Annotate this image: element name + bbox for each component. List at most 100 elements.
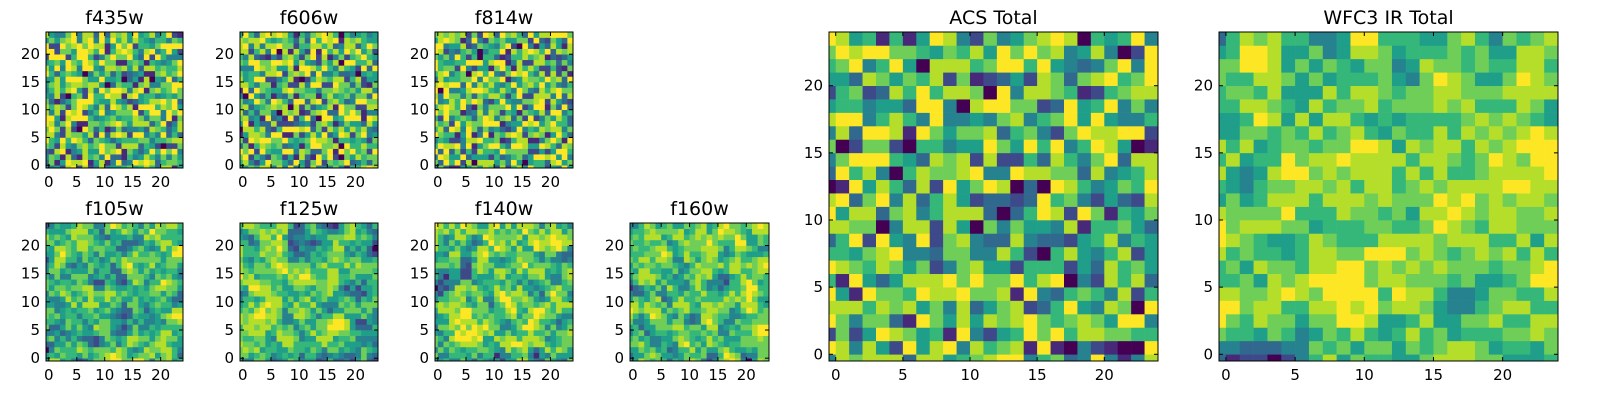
heatmap-cell bbox=[1064, 246, 1078, 261]
heatmap-cell bbox=[46, 87, 50, 94]
heatmap-cell bbox=[522, 341, 529, 348]
heatmap-cell bbox=[630, 223, 634, 229]
heatmap-cell bbox=[132, 98, 139, 105]
heatmap-cell bbox=[443, 159, 450, 166]
heatmap-cell bbox=[751, 239, 758, 246]
heatmap-cell bbox=[550, 273, 557, 280]
heatmap-cell bbox=[712, 318, 719, 325]
heatmap-cell bbox=[59, 126, 66, 133]
heatmap-cell bbox=[293, 120, 300, 127]
heatmap-cell bbox=[104, 358, 111, 362]
heatmap-cell bbox=[638, 268, 645, 274]
heatmap-cell bbox=[87, 70, 94, 77]
heatmap-cell bbox=[700, 307, 707, 314]
heatmap-cell bbox=[242, 239, 249, 246]
heatmap-cell bbox=[93, 159, 100, 166]
heatmap-cell bbox=[93, 54, 100, 61]
heatmap-cell bbox=[121, 330, 128, 336]
heatmap-cell bbox=[561, 104, 568, 111]
heatmap-cell bbox=[889, 179, 904, 194]
heatmap-cell bbox=[115, 148, 122, 155]
heatmap-cell bbox=[242, 137, 249, 144]
heatmap-cell bbox=[242, 120, 249, 127]
heatmap-cell bbox=[240, 313, 244, 320]
heatmap-cell bbox=[465, 223, 472, 229]
heatmap-cell bbox=[259, 234, 266, 241]
heatmap-cell bbox=[338, 262, 345, 269]
heatmap-cell bbox=[849, 314, 863, 328]
x-tick-label: 20 bbox=[151, 173, 170, 191]
heatmap-cell bbox=[666, 346, 673, 353]
heatmap-cell bbox=[499, 251, 506, 258]
heatmap-cell bbox=[87, 251, 94, 258]
heatmap-cell bbox=[240, 324, 244, 331]
heatmap-cell bbox=[740, 290, 747, 297]
heatmap-cell bbox=[332, 307, 339, 314]
heatmap-cell bbox=[282, 87, 289, 94]
heatmap-cell bbox=[454, 245, 461, 252]
heatmap-cell bbox=[449, 313, 456, 320]
heatmap-cell bbox=[321, 131, 328, 138]
heatmap-cell bbox=[127, 59, 133, 66]
heatmap-cell bbox=[349, 223, 356, 229]
heatmap-cell bbox=[344, 318, 351, 325]
heatmap-cell bbox=[666, 313, 673, 320]
heatmap-cell bbox=[539, 318, 546, 325]
heatmap-cell bbox=[1077, 246, 1092, 261]
heatmap-cell bbox=[522, 154, 529, 160]
heatmap-cell bbox=[695, 346, 702, 353]
heatmap-cell bbox=[366, 70, 373, 77]
heatmap-cell bbox=[527, 307, 534, 314]
heatmap-cell bbox=[471, 223, 478, 229]
heatmap-cell bbox=[916, 354, 931, 362]
heatmap-cell bbox=[82, 131, 89, 138]
heatmap-cell bbox=[171, 143, 178, 149]
heatmap-cell bbox=[712, 324, 719, 331]
heatmap-cell bbox=[544, 352, 551, 359]
heatmap-cell bbox=[499, 335, 506, 342]
heatmap-cell bbox=[87, 346, 94, 353]
heatmap-cell bbox=[270, 93, 277, 99]
heatmap-cell bbox=[556, 81, 563, 88]
heatmap-cell bbox=[155, 313, 161, 320]
heatmap-cell bbox=[143, 273, 150, 280]
heatmap-cell bbox=[110, 330, 117, 336]
heatmap-cell bbox=[171, 165, 178, 169]
heatmap-cell bbox=[1050, 246, 1065, 261]
heatmap-cell bbox=[550, 284, 557, 291]
heatmap-cell bbox=[488, 154, 495, 160]
heatmap-cell bbox=[242, 109, 249, 116]
heatmap-cell bbox=[372, 284, 379, 291]
heatmap-cell bbox=[630, 268, 634, 274]
heatmap-cell bbox=[729, 330, 736, 336]
heatmap-cell bbox=[751, 284, 758, 291]
heatmap-cell bbox=[471, 256, 478, 263]
heatmap-cell bbox=[171, 284, 178, 291]
heatmap-cell bbox=[282, 137, 289, 144]
heatmap-cell bbox=[71, 165, 78, 169]
heatmap-cell bbox=[1010, 354, 1025, 362]
heatmap-cell bbox=[876, 340, 890, 355]
heatmap-cell bbox=[561, 87, 568, 94]
heatmap-cell bbox=[505, 104, 512, 111]
heatmap-cell bbox=[522, 335, 529, 342]
heatmap-cell bbox=[644, 301, 651, 308]
heatmap-cell bbox=[366, 98, 373, 105]
heatmap-cell bbox=[916, 233, 931, 248]
heatmap-cell bbox=[746, 341, 753, 348]
heatmap-cell bbox=[59, 165, 66, 169]
heatmap-cell bbox=[240, 256, 244, 263]
heatmap-cell bbox=[465, 43, 472, 49]
heatmap-cell bbox=[717, 234, 724, 241]
heatmap-cell bbox=[149, 352, 156, 359]
heatmap-cell bbox=[372, 93, 379, 99]
heatmap-cell bbox=[127, 290, 133, 297]
heatmap-cell bbox=[287, 93, 294, 99]
heatmap-cell bbox=[511, 148, 517, 155]
heatmap-cell bbox=[729, 318, 736, 325]
heatmap-cell bbox=[494, 54, 501, 61]
heatmap-cell bbox=[366, 318, 373, 325]
heatmap-cell bbox=[550, 37, 557, 44]
heatmap-cell bbox=[366, 341, 373, 348]
heatmap-cell bbox=[171, 330, 178, 336]
